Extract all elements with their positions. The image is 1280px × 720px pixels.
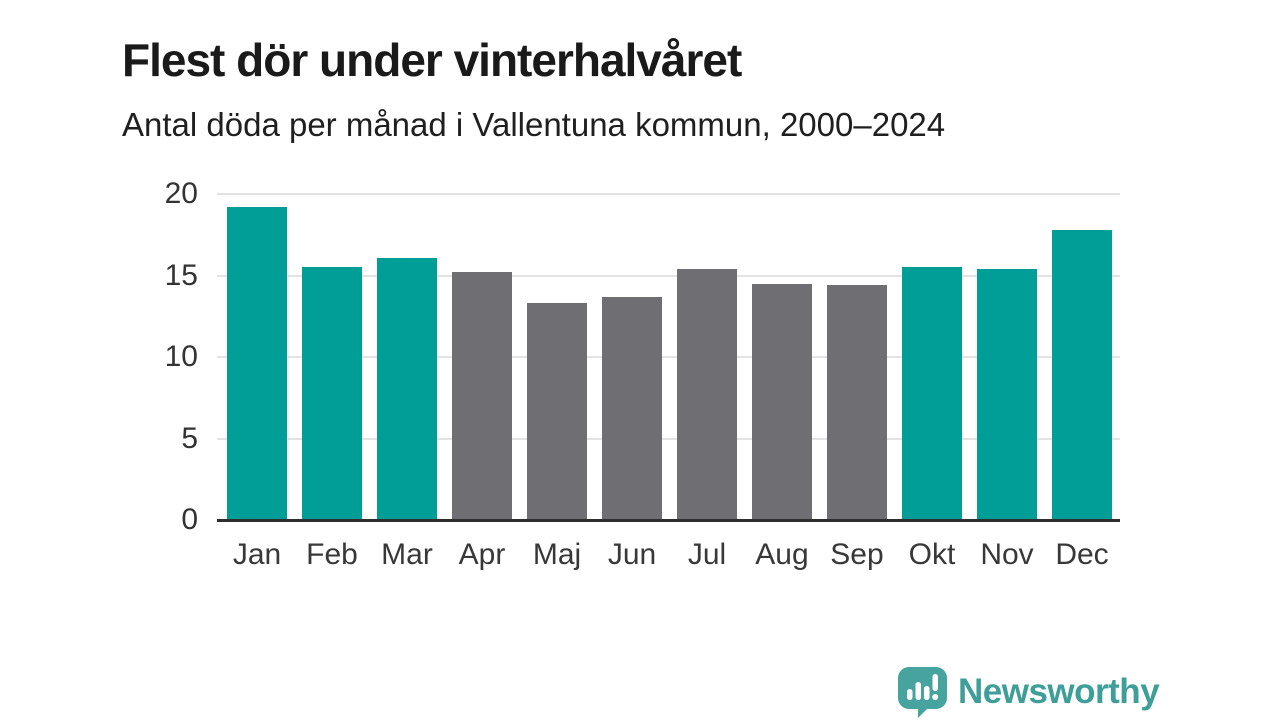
newsworthy-logo-text: Newsworthy: [958, 672, 1160, 711]
chart-title: Flest dör under vinterhalvåret: [122, 33, 742, 86]
bar-aug: [752, 283, 812, 520]
y-tick-label-20: 20: [164, 177, 198, 210]
chart-subtitle: Antal döda per månad i Vallentuna kommun…: [122, 106, 946, 143]
x-tick-label-maj: Maj: [532, 538, 582, 571]
y-axis: 0 5 10 15 20: [100, 179, 198, 535]
y-tick-label-15: 15: [164, 258, 198, 292]
bar-sep: [827, 285, 887, 520]
y-tick-label-10: 10: [164, 340, 198, 373]
x-tick-label-jan: Jan: [232, 538, 282, 571]
bar-apr: [452, 272, 512, 520]
gridline-5: [217, 437, 1120, 440]
plot-area: [217, 193, 1120, 520]
x-tick-label-jul: Jul: [687, 538, 727, 571]
newsworthy-logo: Newsworthy: [897, 666, 1160, 718]
x-tick-label-apr: Apr: [458, 538, 506, 571]
bar-nov: [977, 268, 1037, 520]
x-tick-label-aug: Aug: [755, 538, 809, 571]
bar-dec: [1052, 229, 1112, 520]
bar-okt: [902, 267, 962, 520]
x-axis-line: [217, 519, 1120, 522]
bars-container: [217, 194, 1120, 520]
x-tick-label-mar: Mar: [381, 538, 433, 571]
y-tick-label-5: 5: [181, 421, 198, 455]
x-tick-label-dec: Dec: [1055, 538, 1109, 571]
bar-maj: [527, 303, 587, 520]
gridline-20: [217, 193, 1120, 195]
bar-jan: [227, 207, 287, 520]
x-tick-label-okt: Okt: [908, 538, 956, 571]
gridline-10: [217, 356, 1120, 358]
x-axis: Jan Feb Mar Apr Maj Jun Jul Aug Sep Okt Nov Dec: [217, 538, 1120, 572]
x-tick-label-feb: Feb: [306, 538, 358, 571]
newsworthy-logo-icon: [898, 667, 947, 718]
gridline-15: [217, 274, 1120, 277]
bar-jul: [677, 268, 737, 520]
x-tick-label-sep: Sep: [830, 538, 884, 571]
x-tick-label-jun: Jun: [607, 538, 657, 571]
bar-mar: [377, 257, 437, 520]
x-tick-label-nov: Nov: [980, 538, 1034, 571]
bar-feb: [302, 267, 362, 520]
y-tick-label-0: 0: [181, 503, 198, 536]
bar-jun: [602, 296, 662, 520]
